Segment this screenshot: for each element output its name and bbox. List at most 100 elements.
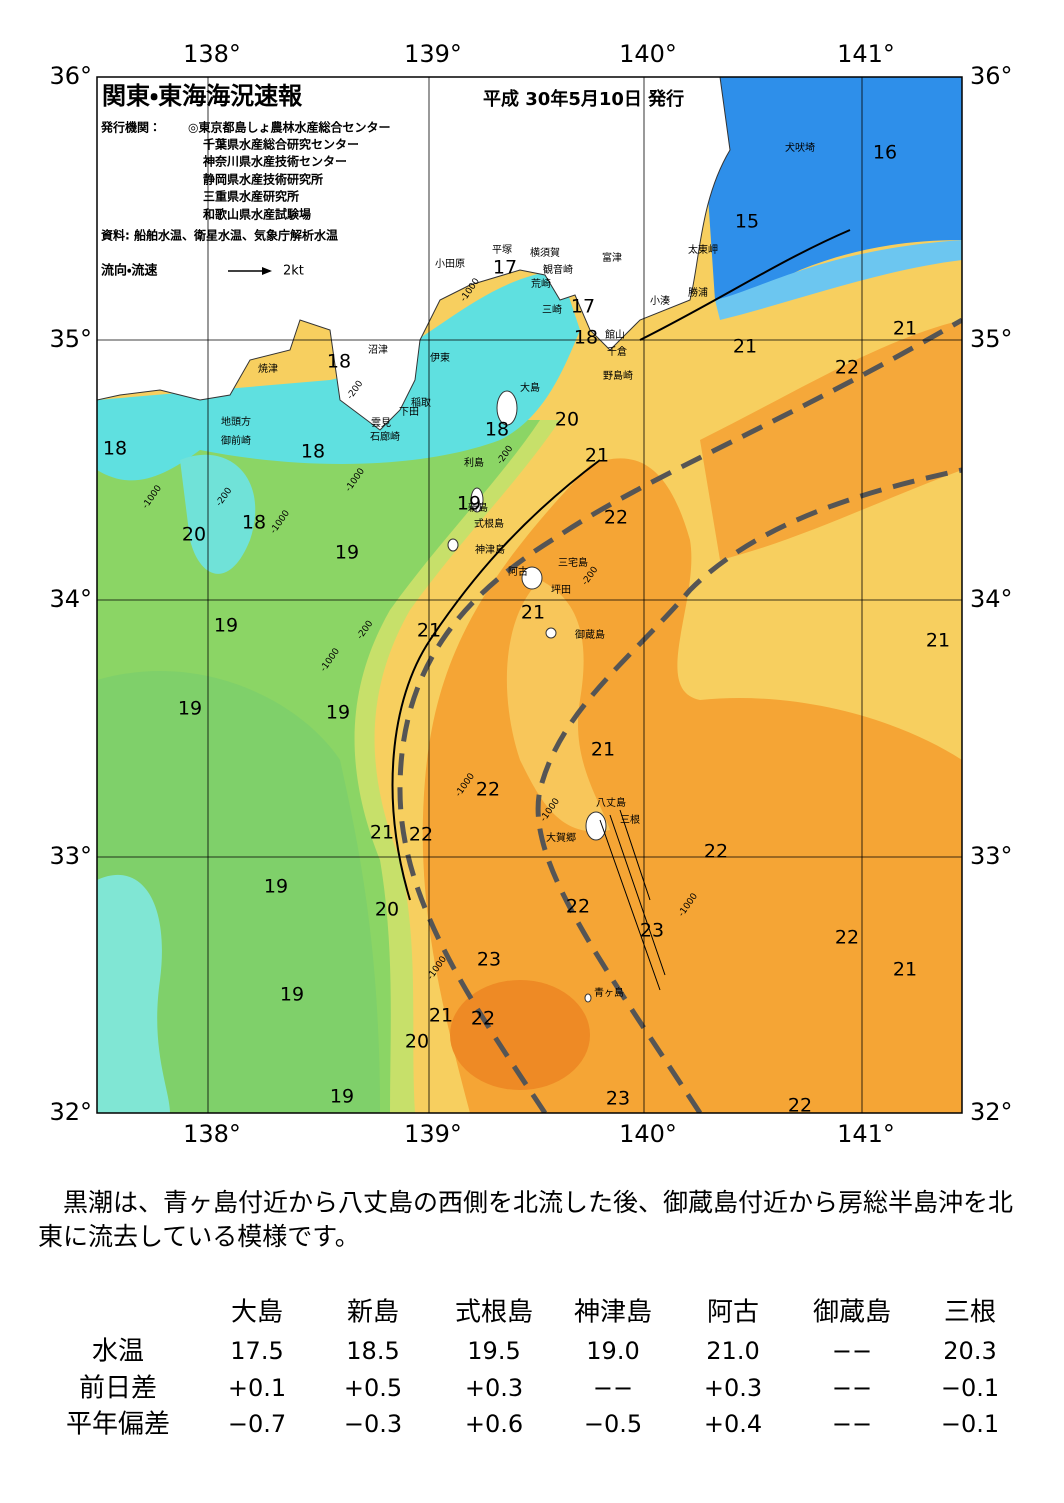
lat-label: 32° bbox=[970, 1098, 1013, 1126]
sea-lightblue bbox=[715, 240, 962, 320]
table-cell: −− bbox=[593, 1374, 633, 1402]
table-cell: −− bbox=[832, 1374, 872, 1402]
table-cell: 19.0 bbox=[586, 1337, 639, 1365]
temperature-label: 17 bbox=[571, 296, 595, 318]
temperature-label: 22 bbox=[788, 1095, 812, 1117]
temperature-label: 22 bbox=[409, 824, 433, 846]
table-header: 式根島 bbox=[455, 1298, 533, 1328]
place-name: 下田 bbox=[399, 407, 419, 418]
temperature-label: 19 bbox=[335, 542, 359, 564]
place-name: 阿古 bbox=[508, 565, 528, 578]
temperature-label: 23 bbox=[640, 920, 664, 942]
lat-label: 36° bbox=[49, 62, 92, 90]
table-cell: −− bbox=[832, 1337, 872, 1365]
grid bbox=[97, 77, 962, 1113]
lon-label: 140° bbox=[619, 40, 677, 68]
table-cell: −0.1 bbox=[941, 1374, 999, 1402]
temperature-label: 22 bbox=[471, 1008, 495, 1030]
island bbox=[496, 390, 518, 426]
table-cell: −0.5 bbox=[584, 1410, 642, 1438]
temperature-label: 22 bbox=[604, 507, 628, 529]
table-cell: +0.3 bbox=[465, 1374, 523, 1402]
temperature-label: 19 bbox=[326, 702, 350, 724]
place-name: 館山 bbox=[605, 328, 625, 341]
row-label: 水温 bbox=[92, 1337, 144, 1367]
temperature-label: 19 bbox=[457, 493, 481, 515]
temperature-label: 22 bbox=[566, 896, 590, 918]
sea-blue bbox=[700, 77, 962, 300]
place-name: 荒崎 bbox=[531, 277, 551, 290]
publisher: 三重県水産研究所 bbox=[203, 189, 299, 204]
table-cell: −− bbox=[832, 1410, 872, 1438]
place-name: 焼津 bbox=[258, 363, 278, 375]
table-cell: 20.3 bbox=[943, 1337, 996, 1365]
place-name: 三根 bbox=[620, 813, 640, 826]
temperature-label: 22 bbox=[476, 779, 500, 801]
lon-label: 141° bbox=[837, 1120, 895, 1148]
temperature-label: 18 bbox=[574, 327, 598, 349]
temperature-label: 21 bbox=[733, 336, 757, 358]
place-name: 稲取 bbox=[411, 397, 431, 409]
place-name: 地頭方 bbox=[221, 415, 251, 428]
flow-scale-arrowhead bbox=[262, 267, 272, 275]
publisher: 静岡県水産技術研究所 bbox=[203, 172, 323, 187]
island bbox=[521, 566, 543, 590]
place-name: 伊東 bbox=[430, 351, 450, 364]
temperature-label: 21 bbox=[429, 1005, 453, 1027]
description: 黒潮は、青ヶ島付近から八丈島の西側を北流した後、御蔵島付近から房総半島沖を北東に… bbox=[38, 1188, 1014, 1251]
temperature-label: 19 bbox=[214, 615, 238, 637]
temperature-label: 21 bbox=[521, 602, 545, 624]
lon-label: 139° bbox=[404, 1120, 462, 1148]
place-name: 犬吠埼 bbox=[785, 141, 815, 154]
table-cell: 18.5 bbox=[346, 1337, 399, 1365]
land bbox=[97, 77, 731, 431]
place-name: 大賀郷 bbox=[546, 831, 576, 844]
place-name: 青ヶ島 bbox=[594, 986, 624, 999]
temperature-label: 20 bbox=[405, 1031, 429, 1053]
sea-aqua bbox=[180, 454, 256, 574]
row-label: 平年偏差 bbox=[66, 1410, 170, 1440]
lat-label: 33° bbox=[970, 842, 1013, 870]
place-name: 式根島 bbox=[474, 517, 504, 530]
table-header: 三根 bbox=[944, 1298, 996, 1328]
temperature-label: 21 bbox=[926, 630, 950, 652]
temperature-label: 20 bbox=[375, 899, 399, 921]
lat-label: 35° bbox=[970, 325, 1013, 353]
place-name: 勝浦 bbox=[688, 286, 708, 299]
sources: 資料: 船舶水温、衛星水温、気象庁解析水温 bbox=[101, 228, 338, 243]
place-name: 沼津 bbox=[368, 343, 388, 356]
sea-hot bbox=[450, 980, 590, 1090]
temperature-label: 21 bbox=[417, 620, 441, 642]
place-name: 野島崎 bbox=[603, 369, 633, 382]
temperature-label: 23 bbox=[477, 949, 501, 971]
contour bbox=[391, 229, 851, 901]
table-cell: 21.0 bbox=[706, 1337, 759, 1365]
place-name: 観音崎 bbox=[543, 263, 573, 276]
place-name: 利島 bbox=[464, 456, 484, 469]
table-header: 阿古 bbox=[707, 1298, 759, 1328]
publisher: 和歌山県水産試験場 bbox=[202, 207, 311, 222]
place-name: 雲見 bbox=[371, 417, 391, 429]
temperature-label: 18 bbox=[485, 419, 509, 441]
map-area bbox=[97, 77, 962, 1113]
lon-label: 138° bbox=[183, 40, 241, 68]
table-cell: +0.3 bbox=[704, 1374, 762, 1402]
temperature-label: 18 bbox=[327, 351, 351, 373]
island bbox=[584, 993, 592, 1003]
temperature-label: 18 bbox=[242, 512, 266, 534]
temperature-label: 21 bbox=[893, 959, 917, 981]
sea-aqua bbox=[97, 874, 170, 1113]
table-cell: −0.3 bbox=[344, 1410, 402, 1438]
place-name: 横須賀 bbox=[530, 246, 560, 259]
temperature-label: 18 bbox=[301, 441, 325, 463]
island bbox=[470, 487, 484, 513]
temperature-label: 22 bbox=[835, 927, 859, 949]
flow-label: 流向・流速 bbox=[101, 263, 157, 279]
table-header: 新島 bbox=[347, 1298, 399, 1328]
sea-green bbox=[97, 671, 380, 1113]
place-name: 石廊崎 bbox=[370, 430, 400, 443]
place-name: 小田原 bbox=[435, 258, 465, 270]
sea-cyan bbox=[97, 270, 580, 481]
table-cell: +0.4 bbox=[704, 1410, 762, 1438]
lat-label: 35° bbox=[49, 325, 92, 353]
